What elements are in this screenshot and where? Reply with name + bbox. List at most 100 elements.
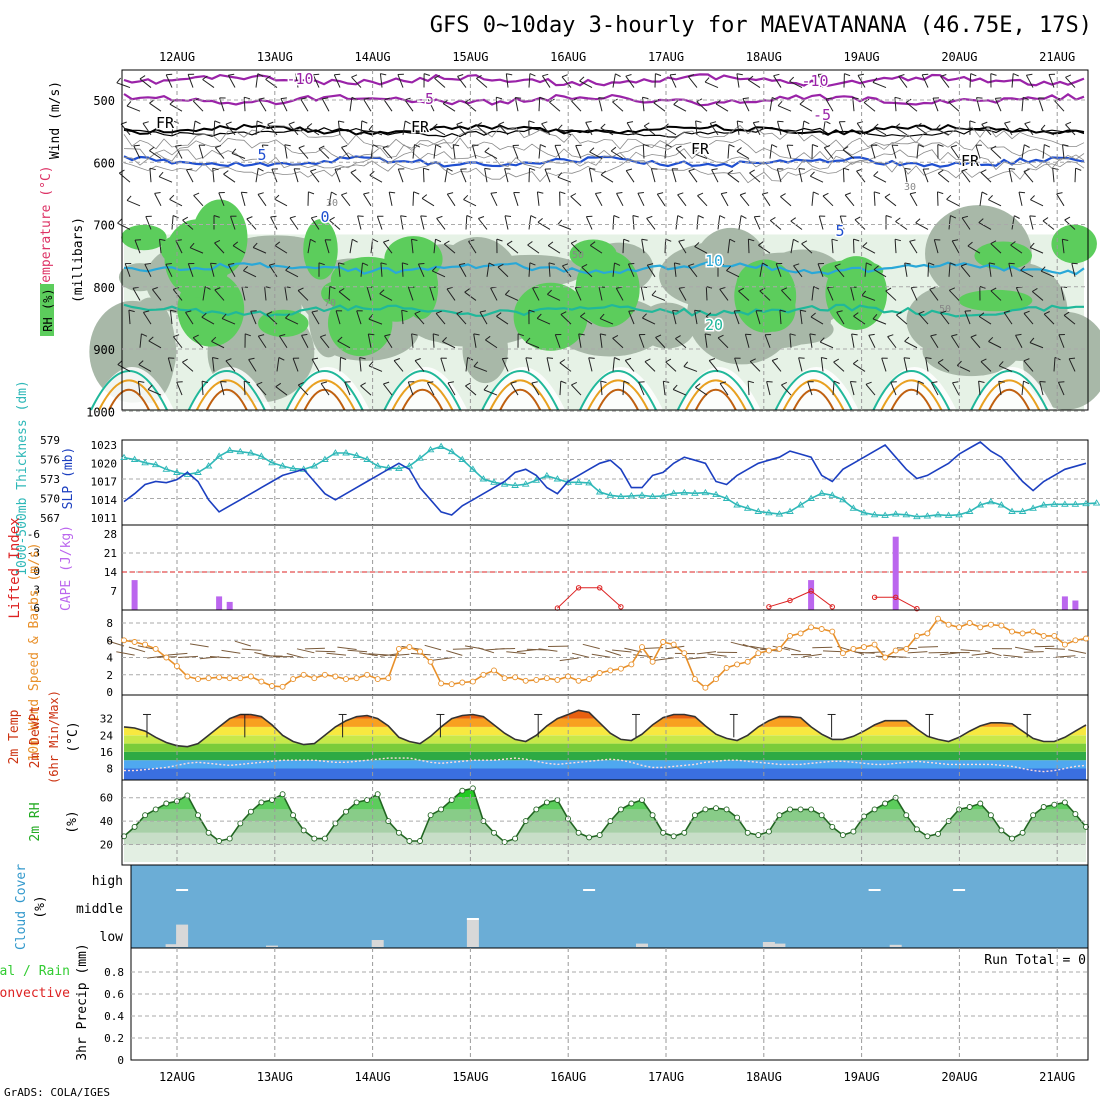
wind-barb-flag <box>1065 121 1072 126</box>
wind-barb-flag <box>861 290 867 296</box>
thickness-series-point <box>225 446 234 453</box>
rh-series-point <box>723 806 730 813</box>
wind-barb <box>368 365 383 372</box>
wind-barb <box>513 192 519 206</box>
wind-barb <box>786 144 792 159</box>
wind-barb-flag <box>625 357 632 361</box>
cloud-ylabel: Cloud Cover <box>14 864 29 950</box>
wind-barb <box>1063 314 1076 325</box>
wind-barb <box>432 333 435 348</box>
wind-barb-flag <box>623 238 630 242</box>
high-cloud-mark <box>176 889 189 891</box>
wind-barb-flag <box>961 215 969 219</box>
wind-barb <box>463 199 477 207</box>
wind-barb-flag <box>688 263 695 267</box>
wind-barb <box>417 263 425 277</box>
wind-barb <box>994 98 1002 112</box>
wind-speed-series-point <box>343 676 349 683</box>
wind-speed-series-point <box>216 674 223 681</box>
thickness-series-point <box>743 504 752 511</box>
wind-barb-flag <box>614 357 621 361</box>
wind-barb <box>1021 97 1024 112</box>
wind-barb <box>624 360 635 372</box>
wind-barb-flag <box>413 191 420 195</box>
li-tick-label: -6 <box>27 528 40 541</box>
wind-barb-flag <box>798 168 805 170</box>
thickness-series-point <box>257 452 266 459</box>
wind-barb <box>1023 171 1034 183</box>
wind-barb <box>948 101 960 112</box>
wind-barb-flag <box>673 100 679 105</box>
wind-barb <box>232 245 246 254</box>
wind-barb <box>898 76 908 88</box>
wind-speed-series-point <box>533 676 540 683</box>
li-point <box>829 604 835 610</box>
surface-wind-barb <box>221 649 241 654</box>
wind-barb <box>319 336 330 349</box>
wind-speed-series-point <box>1083 635 1089 642</box>
wind-barb <box>1029 342 1044 349</box>
isotherm-5 <box>123 155 1085 169</box>
wind-barb-flag <box>245 333 251 337</box>
wind-barb <box>274 198 288 207</box>
thickness-series-point <box>1029 504 1037 511</box>
wind-barb-flag <box>766 381 773 383</box>
wind-barb-flag <box>166 73 173 76</box>
wind-barb-flag <box>670 73 677 76</box>
wind-barb <box>708 360 719 372</box>
wind-speed-series-point <box>321 671 328 678</box>
wind-barb <box>612 215 615 230</box>
temp-band <box>124 760 1086 769</box>
wind-barb <box>894 239 897 254</box>
wind-barb <box>349 239 353 254</box>
wind-barb <box>363 99 372 112</box>
top-date-label: 13AUG <box>257 50 293 64</box>
wind-barb-flag <box>189 242 195 249</box>
surface-wind-barb <box>1044 647 1065 650</box>
wind-barb <box>1015 287 1023 301</box>
wind-barb <box>612 73 616 88</box>
warm-contour <box>684 379 747 411</box>
slp-tick-label: 1020 <box>91 457 118 470</box>
wind-barb-flag <box>418 263 425 265</box>
temp-series <box>123 709 1087 748</box>
wind-barb-flag <box>427 381 434 384</box>
wind-barb <box>641 239 645 254</box>
cape-ylabel: CAPE (J/kg) <box>59 525 74 611</box>
wind-speed-series-point <box>1040 632 1047 639</box>
wind-barb <box>832 381 835 396</box>
wind-speed-series-point <box>121 637 127 644</box>
wind-barb <box>950 335 960 349</box>
wind-barb <box>117 222 131 230</box>
wind-barb <box>270 216 278 230</box>
wind-barb-flag <box>214 239 221 244</box>
thickness-series-point <box>490 478 498 485</box>
wind-barb-flag <box>201 312 207 318</box>
wind-speed-series-point <box>237 675 244 682</box>
wind-barb <box>764 334 771 348</box>
temp-band <box>124 768 1086 780</box>
wind-barb-flag <box>595 192 602 194</box>
wind-barb-flag <box>845 192 851 196</box>
wind-barb-flag <box>1023 380 1030 385</box>
wind-barb <box>836 311 845 325</box>
wind-barb-flag <box>464 98 471 103</box>
wind-barb <box>825 98 834 112</box>
wind-barb <box>677 194 687 207</box>
wind-barb <box>446 193 456 207</box>
wind-barb-flag <box>961 168 968 172</box>
wind-barb <box>909 241 918 254</box>
wind-barb-flag <box>504 215 512 217</box>
wind-barb <box>839 215 845 230</box>
wind-barb-flag <box>793 263 800 267</box>
wind-barb <box>872 81 887 89</box>
cape-bar <box>892 536 899 610</box>
pressure-tick-label: 700 <box>93 219 115 233</box>
wind-barb-flag <box>169 99 175 105</box>
wind-barb <box>752 122 761 136</box>
wind-barb-flag <box>368 333 375 336</box>
wind-barb-flag <box>278 357 285 361</box>
wind-speed-series-point <box>1072 637 1079 644</box>
rh-series-point <box>237 820 244 827</box>
bottom-date-label: 14AUG <box>355 1070 391 1084</box>
